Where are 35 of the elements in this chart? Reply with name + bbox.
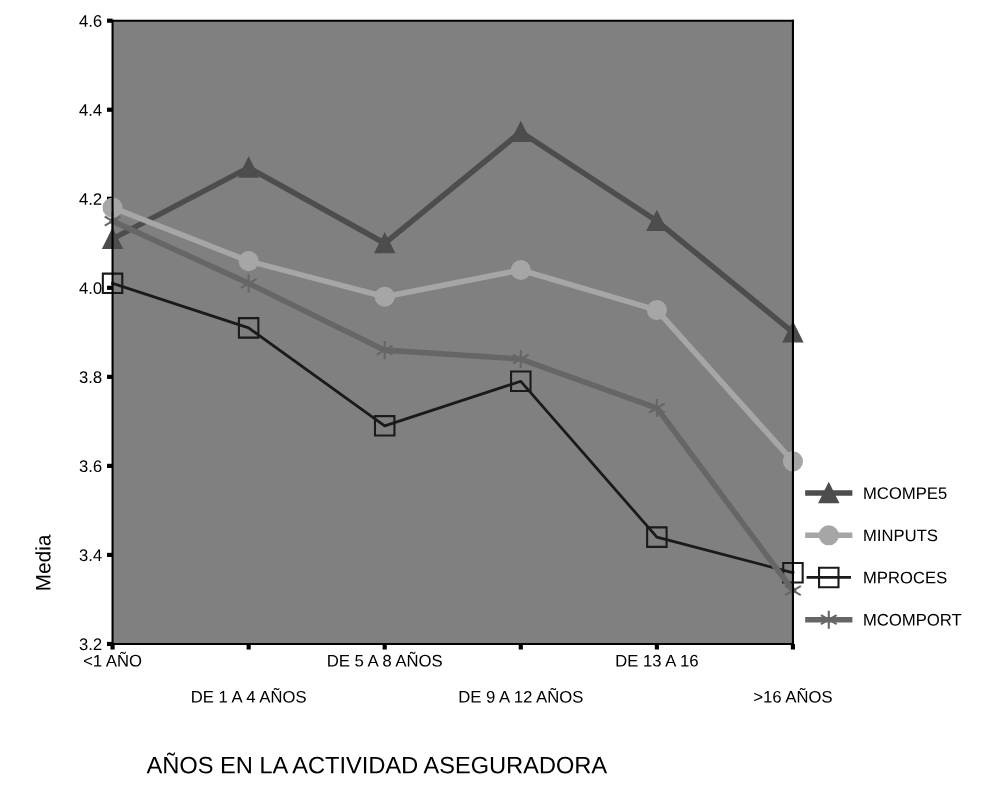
- point: [646, 300, 667, 321]
- point: [374, 286, 395, 307]
- point: [510, 121, 531, 143]
- point: [782, 561, 804, 584]
- y-tick-label: 4.0: [79, 282, 102, 295]
- y-tick-label: 3.8: [79, 371, 102, 384]
- point: [510, 259, 531, 281]
- x-tick-label: DE 9 A 12 AÑOS: [459, 687, 583, 703]
- point: [374, 233, 395, 254]
- x-tick-label: <1 AÑO: [83, 651, 142, 667]
- legend-label: MCOMPE5: [864, 487, 947, 500]
- point: [373, 415, 396, 437]
- y-tick-label: 3.6: [79, 460, 102, 473]
- point: [646, 526, 668, 548]
- x-axis-title: AÑOS EN LA ACTIVIDAD ASEGURADORA: [146, 752, 608, 774]
- y-tick-label: 4.6: [79, 15, 102, 27]
- legend-label: MINPUTS: [864, 529, 938, 542]
- y-tick-label: 4.2: [79, 193, 102, 205]
- point: [238, 157, 259, 178]
- x-tick-label: DE 5 A 8 AÑOS: [328, 651, 442, 667]
- y-tick-label: 3.4: [79, 549, 102, 562]
- legend-label: MPROCES: [864, 571, 947, 584]
- point: [238, 251, 259, 272]
- y-tick-label: 3.2: [79, 638, 102, 651]
- point: [510, 370, 532, 393]
- y-axis-title: Media: [35, 534, 51, 590]
- x-tick-label: DE 13 A 16: [616, 654, 698, 667]
- point: [646, 210, 667, 232]
- x-tick-label: DE 1 A 4 AÑOS: [192, 687, 306, 703]
- y-tick-label: 4.4: [79, 104, 102, 116]
- legend-label: MCOMPORT: [864, 613, 962, 626]
- point: [648, 397, 666, 419]
- x-tick-label: >16 AÑOS: [754, 687, 832, 703]
- point: [237, 317, 260, 339]
- point: [101, 272, 124, 295]
